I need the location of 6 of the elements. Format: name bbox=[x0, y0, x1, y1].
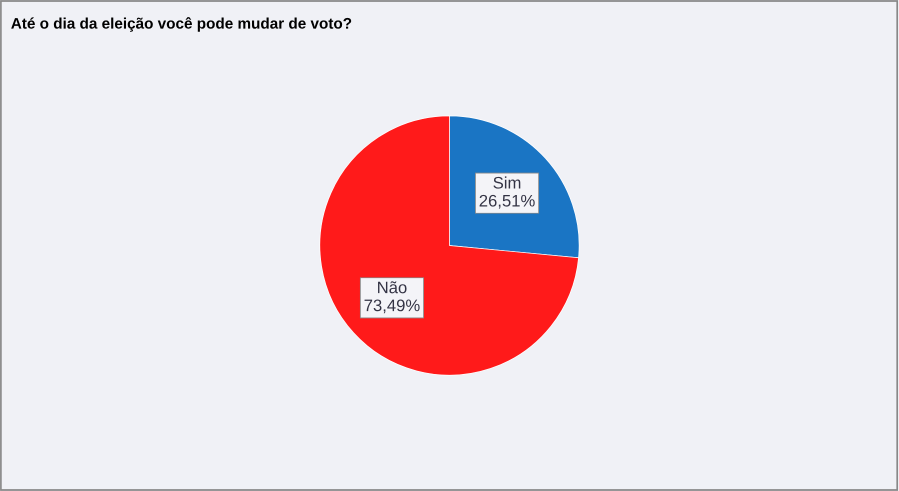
data-label: 73,49% bbox=[364, 299, 420, 314]
pie-slice bbox=[320, 116, 579, 376]
slice-label: Sim bbox=[493, 176, 520, 189]
text: Até o dia da eleição você pode mudar de voto? bbox=[11, 17, 352, 32]
data-label: 26,51% bbox=[480, 194, 535, 209]
slice-label: Não bbox=[378, 281, 407, 294]
